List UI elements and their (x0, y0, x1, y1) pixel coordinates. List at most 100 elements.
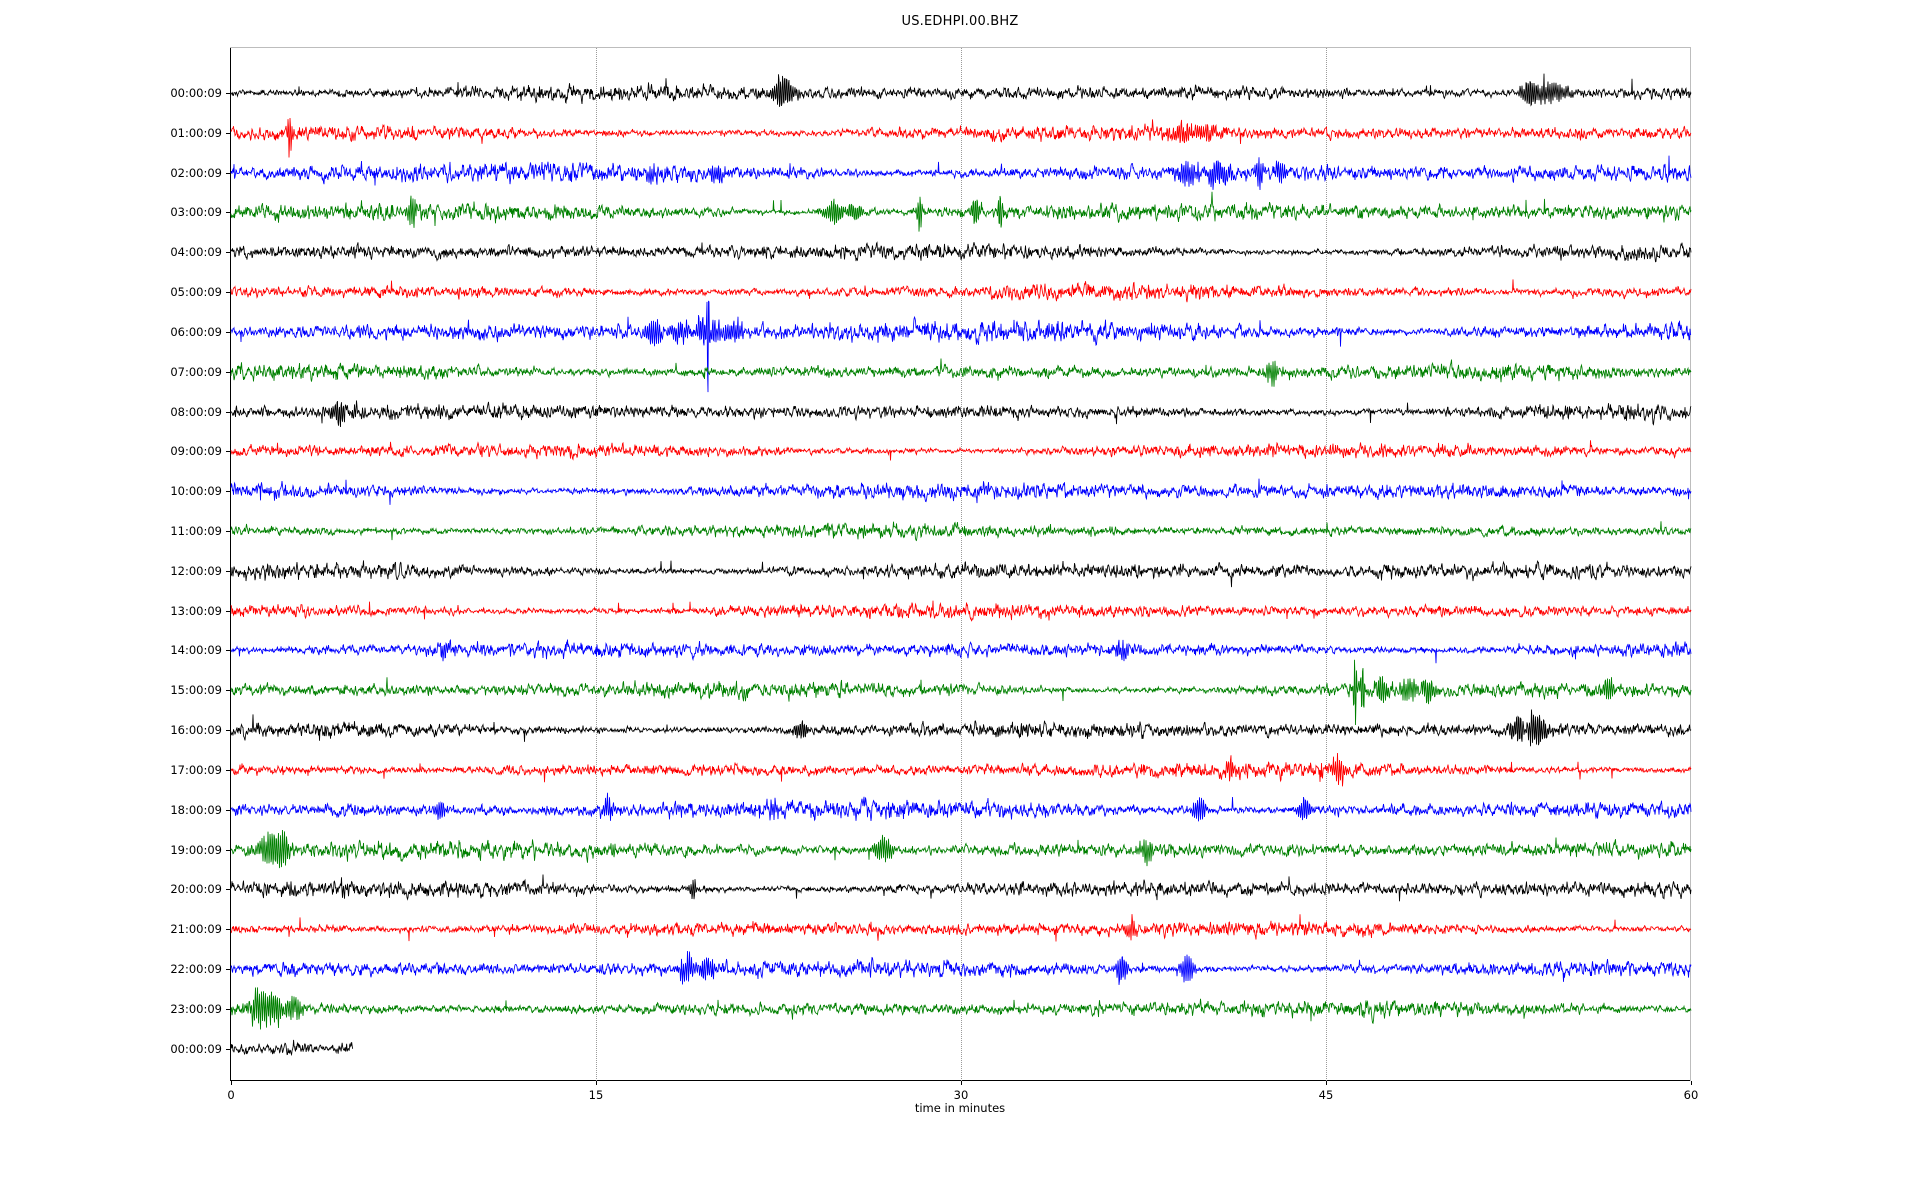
trace-path (230, 792, 1692, 822)
axes-top-spine (230, 47, 1691, 48)
y-tick-label-11: 11:00:09 (170, 524, 222, 539)
x-tick-45 (1326, 1081, 1327, 1085)
y-tick-label-20: 20:00:09 (170, 882, 222, 897)
trace-path (230, 300, 1692, 392)
trace-path (230, 440, 1692, 462)
y-tick-label-14: 14:00:09 (170, 643, 222, 658)
trace-path (230, 752, 1692, 787)
x-tick-15 (596, 1081, 597, 1085)
trace-svg (230, 241, 1692, 263)
trace-svg (230, 1039, 354, 1056)
trace-path (230, 478, 1692, 506)
plot-axes: 00:00:09 01:00:09 02:00:09 03:00:09 04:00:09… (170, 48, 1698, 1102)
trace-svg (230, 192, 1692, 233)
x-tick-30 (961, 1081, 962, 1085)
trace-svg (230, 300, 1692, 392)
y-tick-15 (226, 690, 231, 692)
y-tick-11 (226, 531, 231, 533)
x-tick-0 (231, 1081, 232, 1085)
y-tick-14 (226, 650, 231, 652)
trace-path (230, 117, 1692, 158)
y-tick-label-23: 23:00:09 (170, 1001, 222, 1016)
trace-path (230, 951, 1692, 985)
y-tick-label-10: 10:00:09 (170, 484, 222, 499)
trace-svg (230, 559, 1692, 588)
trace-svg (230, 660, 1692, 726)
x-tick-label-15: 15 (588, 1088, 604, 1102)
y-tick-label-3: 03:00:09 (170, 205, 222, 220)
x-tick-60 (1691, 1081, 1692, 1085)
gridline-45 (1326, 48, 1327, 1081)
page-title: US.EDHPI.00.BHZ (0, 14, 1920, 29)
trace-svg (230, 829, 1692, 868)
gridline-30 (961, 48, 962, 1081)
trace-path (230, 399, 1692, 427)
y-tick-label-7: 07:00:09 (170, 364, 222, 379)
y-tick-18 (226, 809, 231, 811)
y-tick-label-22: 22:00:09 (170, 962, 222, 977)
trace-path (230, 192, 1692, 233)
trace-svg (230, 279, 1692, 303)
trace-path (230, 241, 1692, 263)
y-tick-21 (226, 929, 231, 931)
trace-path (230, 829, 1692, 868)
y-tick-label-13: 13:00:09 (170, 603, 222, 618)
y-tick-label-17: 17:00:09 (170, 762, 222, 777)
x-tick-label-0: 0 (227, 1088, 235, 1102)
trace-svg (230, 874, 1692, 902)
y-tick-label-24: 00:00:09 (170, 1041, 222, 1056)
trace-path (230, 1039, 354, 1056)
axes-right-spine (1690, 48, 1691, 1081)
x-axis-label: time in minutes (230, 1101, 1690, 1115)
trace-svg (230, 117, 1692, 158)
trace-path (230, 660, 1692, 726)
y-tick-6 (226, 331, 231, 333)
y-tick-17 (226, 769, 231, 771)
y-tick-13 (226, 610, 231, 612)
trace-path (230, 155, 1692, 190)
trace-svg (230, 478, 1692, 506)
trace-path (230, 73, 1692, 107)
trace-path (230, 709, 1692, 747)
trace-path (230, 639, 1692, 664)
trace-path (230, 914, 1692, 942)
y-tick-8 (226, 411, 231, 413)
y-tick-label-1: 01:00:09 (170, 125, 222, 140)
y-tick-12 (226, 570, 231, 572)
y-tick-5 (226, 292, 231, 294)
trace-svg (230, 600, 1692, 622)
y-tick-19 (226, 849, 231, 851)
trace-svg (230, 752, 1692, 787)
y-tick-24 (226, 1048, 231, 1050)
y-tick-9 (226, 451, 231, 453)
y-tick-label-15: 15:00:09 (170, 683, 222, 698)
trace-path (230, 358, 1692, 387)
y-tick-label-8: 08:00:09 (170, 404, 222, 419)
x-tick-label-30: 30 (953, 1088, 969, 1102)
trace-svg (230, 73, 1692, 107)
y-tick-23 (226, 1008, 231, 1010)
trace-svg (230, 639, 1692, 664)
y-tick-4 (226, 252, 231, 254)
trace-path (230, 559, 1692, 588)
y-tick-2 (226, 172, 231, 174)
y-tick-label-16: 16:00:09 (170, 723, 222, 738)
trace-svg (230, 399, 1692, 427)
trace-path (230, 987, 1692, 1030)
trace-svg (230, 155, 1692, 190)
x-tick-label-45: 45 (1318, 1088, 1334, 1102)
y-tick-label-2: 02:00:09 (170, 165, 222, 180)
y-tick-3 (226, 212, 231, 214)
x-axis-label-text: time in minutes (914, 1101, 1006, 1115)
y-tick-16 (226, 730, 231, 732)
y-tick-7 (226, 371, 231, 373)
y-tick-label-5: 05:00:09 (170, 285, 222, 300)
trace-path (230, 279, 1692, 303)
x-tick-label-60: 60 (1683, 1088, 1699, 1102)
y-tick-label-12: 12:00:09 (170, 563, 222, 578)
y-tick-label-6: 06:00:09 (170, 324, 222, 339)
y-tick-label-21: 21:00:09 (170, 922, 222, 937)
y-tick-1 (226, 132, 231, 134)
trace-svg (230, 709, 1692, 747)
y-tick-label-18: 18:00:09 (170, 802, 222, 817)
